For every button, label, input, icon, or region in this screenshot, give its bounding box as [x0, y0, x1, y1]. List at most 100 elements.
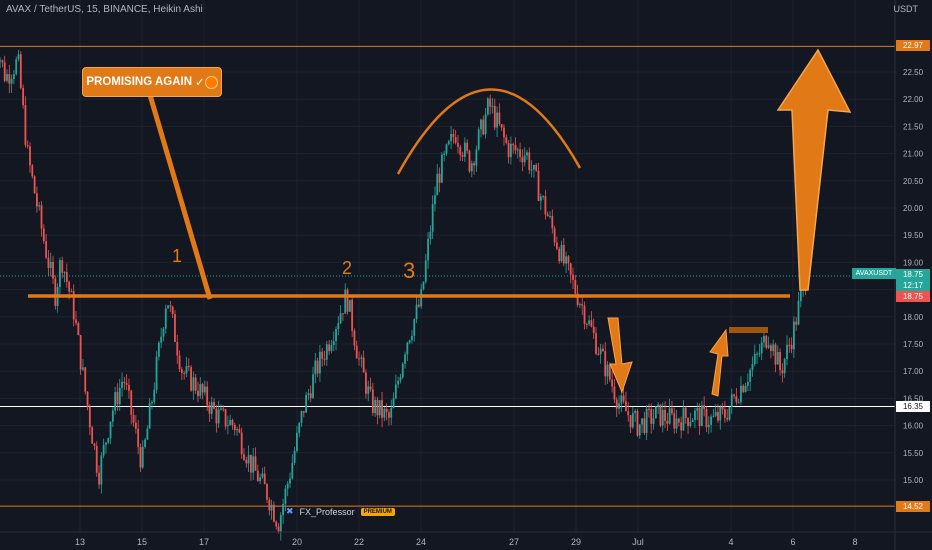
- candle-body: [284, 488, 287, 504]
- candle-body: [390, 407, 393, 418]
- candle-body: [24, 105, 27, 146]
- candle-body: [52, 261, 54, 279]
- candle-body: [337, 323, 340, 330]
- candle-body: [682, 407, 685, 431]
- price-tick-label: 15.00: [903, 476, 924, 485]
- candle-body: [535, 164, 538, 171]
- candle-body: [783, 359, 786, 374]
- chart-symbol-header: AVAX / TetherUS, 15, BINANCE, Heikin Ash…: [6, 4, 203, 15]
- candle-body: [422, 281, 425, 290]
- candle-body: [420, 289, 423, 307]
- candle-body: [300, 411, 303, 423]
- candle-body: [537, 170, 540, 201]
- candle-body: [675, 418, 678, 429]
- candle-body: [335, 329, 337, 342]
- candle-body: [417, 304, 420, 307]
- candle-body: [369, 386, 372, 390]
- candle-body: [348, 299, 351, 312]
- candle-body: [760, 342, 763, 354]
- price-tag-last: 18.75: [896, 269, 930, 280]
- candle-body: [509, 143, 512, 158]
- candle-body: [302, 411, 305, 413]
- candle-body: [162, 328, 165, 337]
- big-up-arrow-icon: [776, 48, 852, 291]
- candle-body: [231, 419, 234, 426]
- candle-body: [666, 420, 669, 424]
- candle-body: [484, 114, 487, 135]
- candle-body: [86, 391, 89, 407]
- candle-body: [38, 205, 41, 207]
- candle-body: [664, 409, 666, 421]
- candle-body: [717, 412, 719, 421]
- candle-body: [342, 313, 344, 315]
- price-tag-floor: 14.52: [896, 501, 930, 512]
- candle-body: [751, 363, 754, 370]
- candle-body: [171, 306, 174, 315]
- candle-body: [631, 412, 634, 428]
- candle-body: [49, 261, 52, 268]
- candles: [0, 49, 807, 541]
- candle-body: [130, 390, 133, 415]
- candle-body: [565, 256, 568, 264]
- candle-body: [744, 385, 747, 392]
- candle-body: [503, 127, 505, 138]
- candle-body: [215, 408, 218, 424]
- candle-body: [452, 134, 455, 138]
- candle-body: [160, 336, 163, 343]
- candle-body: [415, 304, 418, 320]
- candle-body: [323, 358, 326, 360]
- candle-body: [406, 342, 409, 355]
- candle-body: [668, 408, 671, 424]
- candle-body: [691, 420, 694, 423]
- candle-body: [42, 228, 45, 242]
- candle-body: [687, 417, 689, 427]
- candle-body: [29, 146, 31, 166]
- candle-body: [558, 248, 561, 262]
- callout-text: PROMISING AGAIN: [86, 76, 192, 88]
- candle-body: [374, 399, 377, 414]
- candle-body: [549, 216, 551, 218]
- candle-body: [252, 456, 255, 473]
- candle-body: [233, 425, 236, 431]
- candle-body: [608, 364, 611, 380]
- candle-body: [199, 384, 202, 397]
- candle-body: [562, 245, 565, 264]
- candle-body: [277, 526, 280, 533]
- time-axis[interactable]: 13 15 17 20 22 24 27 29 Jul 4 6 8: [0, 531, 932, 547]
- candle-body: [588, 320, 591, 325]
- candle-body: [721, 406, 724, 410]
- candle-body: [157, 342, 160, 357]
- candle-body: [615, 399, 618, 409]
- candle-body: [3, 62, 6, 81]
- candle-body: [719, 406, 722, 421]
- candle-body: [36, 193, 38, 207]
- candle-body: [176, 341, 179, 356]
- candle-body: [673, 413, 676, 429]
- candle-body: [275, 521, 278, 527]
- down-arrow-icon: [607, 317, 633, 394]
- candle-body: [88, 406, 91, 428]
- price-tag-symbol: AVAXUSDT: [852, 268, 896, 279]
- candle-body: [680, 422, 683, 431]
- candle-body: [194, 377, 197, 391]
- candle-body: [240, 432, 243, 455]
- candle-body: [273, 504, 275, 522]
- candle-body: [475, 149, 478, 166]
- candle-body: [8, 74, 11, 84]
- author-watermark[interactable]: ✖ FX_Professor PREMIUM: [286, 506, 395, 517]
- candle-body: [261, 473, 264, 478]
- candle-body: [132, 414, 135, 423]
- candle-body: [54, 278, 57, 306]
- candle-body: [627, 411, 630, 416]
- candle-body: [146, 428, 149, 440]
- candle-body: [579, 304, 581, 306]
- candle-body: [404, 354, 406, 364]
- candle-body: [203, 386, 206, 393]
- candle-body: [592, 326, 595, 334]
- candle-body: [289, 478, 291, 484]
- candle-body: [243, 454, 245, 460]
- time-tick-label: 15: [137, 537, 147, 547]
- time-tick-label: 24: [416, 537, 426, 547]
- time-tick-label: 20: [292, 537, 302, 547]
- candle-body: [26, 145, 29, 147]
